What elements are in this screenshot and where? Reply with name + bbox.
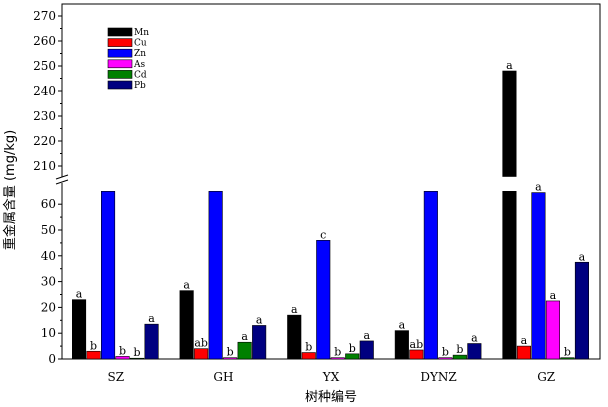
y-tick-label: 10 — [41, 326, 56, 340]
y-tick-label: 50 — [41, 223, 56, 237]
x-tick-label: SZ — [108, 370, 125, 384]
significance-label: a — [535, 181, 542, 194]
x-tick-label: DYNZ — [420, 370, 456, 384]
significance-label: a — [241, 330, 248, 343]
bar — [438, 357, 453, 360]
significance-label: a — [471, 332, 478, 345]
y-tick-label: 30 — [41, 275, 56, 289]
bar — [301, 352, 316, 360]
significance-label: b — [227, 346, 234, 359]
significance-label: b — [305, 341, 312, 354]
bar — [574, 261, 590, 360]
significance-label: a — [579, 250, 586, 263]
bar — [208, 191, 223, 360]
bar — [237, 341, 252, 360]
bar — [72, 299, 87, 360]
bar — [409, 349, 424, 360]
y-tick-label: 250 — [33, 59, 56, 73]
bar — [330, 357, 345, 360]
legend-swatch — [107, 48, 133, 58]
significance-label: a — [148, 312, 155, 325]
bar — [531, 192, 546, 360]
bar — [452, 354, 467, 360]
significance-label: a — [256, 313, 263, 326]
significance-label: c — [320, 228, 326, 241]
legend-label: As — [133, 60, 145, 70]
x-tick-label: GZ — [537, 370, 555, 384]
axis-break-gap — [56, 177, 68, 183]
bar — [316, 240, 331, 360]
bar — [252, 325, 267, 360]
x-tick-label: YX — [322, 370, 340, 384]
y-tick-label: 20 — [41, 300, 56, 314]
legend-swatch — [107, 80, 133, 90]
bar — [560, 357, 575, 360]
bar — [394, 330, 409, 360]
bar — [359, 340, 374, 360]
bar — [287, 314, 302, 360]
bar — [115, 356, 130, 360]
legend-swatch — [107, 70, 133, 79]
bar — [144, 323, 159, 360]
y-tick-label: 0 — [48, 352, 56, 366]
bar — [86, 350, 101, 360]
significance-label: b — [334, 346, 341, 359]
significance-label: a — [521, 334, 528, 347]
axis-break-mark — [55, 174, 69, 180]
bar — [423, 191, 438, 360]
legend-label: Zn — [134, 49, 146, 59]
significance-label: b — [349, 342, 356, 355]
bar — [345, 353, 360, 360]
legend-label: Mn — [134, 28, 149, 38]
significance-label: a — [183, 279, 190, 292]
significance-label: b — [119, 344, 126, 357]
bar — [516, 345, 532, 360]
significance-label: a — [291, 303, 298, 316]
axis-break-mark — [55, 179, 69, 185]
significance-label: a — [506, 59, 513, 72]
bar — [502, 191, 517, 360]
significance-label: b — [442, 346, 449, 359]
y-tick-label: 240 — [33, 84, 56, 98]
bar — [467, 343, 482, 360]
legend-label: Cd — [134, 70, 147, 80]
significance-label: a — [363, 329, 370, 342]
legend-swatch — [107, 59, 133, 69]
y-tick-label: 270 — [33, 9, 56, 23]
significance-label: a — [550, 289, 557, 302]
y-tick-label: 260 — [33, 34, 56, 48]
x-tick-label: GH — [213, 370, 233, 384]
legend-swatch — [107, 38, 133, 47]
legend-label: Pb — [134, 81, 146, 91]
significance-label: a — [399, 319, 406, 332]
bar — [194, 348, 209, 360]
significance-label: b — [456, 343, 463, 356]
y-tick-label: 60 — [41, 197, 56, 211]
x-axis-title: 树种编号 — [305, 390, 357, 405]
significance-label: a — [76, 288, 83, 301]
bar — [101, 191, 116, 360]
bar — [545, 300, 561, 360]
significance-label: b — [90, 339, 97, 352]
legend-label: Cu — [134, 39, 147, 49]
significance-label: b — [134, 346, 141, 359]
y-tick-label: 220 — [33, 134, 56, 148]
y-tick-label: 210 — [33, 159, 56, 173]
significance-label: ab — [410, 338, 424, 351]
significance-label: b — [564, 346, 571, 359]
y-axis-title: 重金属含量 (mg/kg) — [2, 130, 18, 250]
bar — [223, 357, 238, 360]
legend-swatch — [107, 27, 133, 37]
bar — [179, 290, 194, 360]
bar — [502, 70, 517, 177]
significance-label: ab — [194, 337, 208, 350]
y-tick-label: 230 — [33, 109, 56, 123]
y-tick-label: 40 — [41, 249, 56, 263]
bar — [130, 357, 145, 360]
